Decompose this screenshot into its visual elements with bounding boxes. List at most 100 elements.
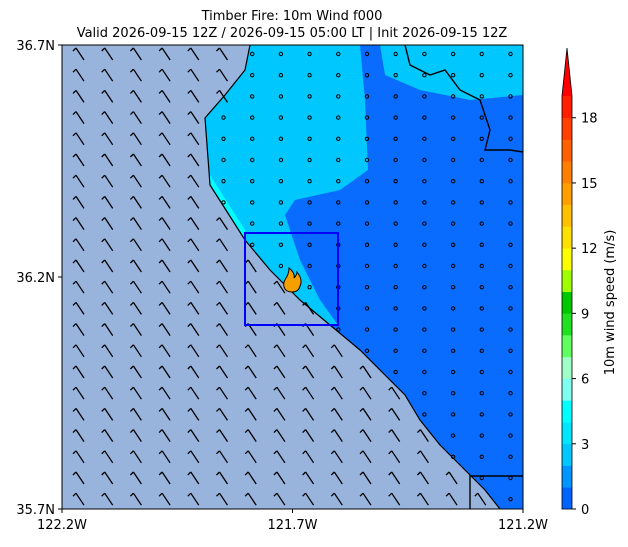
- wind-barb: [302, 407, 315, 421]
- wind-barb: [129, 450, 142, 464]
- calm-marker: [508, 412, 513, 417]
- calm-marker: [221, 115, 226, 120]
- map-area: [62, 45, 523, 509]
- wind-barb: [72, 153, 85, 167]
- calm-marker: [278, 51, 284, 57]
- colorbar-tick-label: 6: [581, 373, 589, 388]
- wind-barb: [129, 280, 142, 294]
- wind-barb: [101, 47, 114, 61]
- wind-barb: [129, 47, 142, 61]
- wind-barb: [216, 47, 229, 61]
- wind-barb: [416, 450, 429, 464]
- wind-barb: [359, 429, 372, 442]
- wind-barb: [129, 111, 142, 124]
- wind-barb: [187, 111, 200, 124]
- colorbar-band: [562, 248, 572, 271]
- wind-barb: [216, 344, 229, 358]
- wind-barb: [359, 450, 372, 464]
- calm-marker: [393, 136, 398, 142]
- calm-marker: [479, 157, 484, 163]
- wind-barb: [101, 344, 114, 358]
- wind-barb: [72, 450, 85, 464]
- wind-barb: [158, 301, 171, 315]
- calm-marker: [422, 157, 427, 163]
- wind-barb: [72, 344, 85, 358]
- calm-marker: [250, 221, 255, 226]
- calm-marker: [364, 348, 370, 353]
- wind-barb: [72, 301, 85, 315]
- calm-marker: [307, 157, 312, 163]
- colorbar-tick-label: 18: [581, 112, 598, 127]
- wind-barb: [101, 492, 114, 506]
- wind-barb: [129, 365, 142, 379]
- wind-barb: [101, 386, 114, 400]
- wind-barb: [101, 174, 114, 188]
- calm-marker: [508, 94, 513, 99]
- calm-marker: [450, 306, 456, 311]
- calm-marker: [508, 200, 513, 205]
- wind-barb: [187, 217, 200, 230]
- calm-marker: [393, 327, 398, 332]
- calm-marker: [508, 285, 513, 290]
- calm-marker: [393, 285, 398, 290]
- calm-marker: [250, 200, 255, 205]
- wind-barb: [101, 429, 114, 442]
- calm-marker: [450, 136, 456, 142]
- wind-barb: [129, 217, 142, 230]
- wind-barb: [72, 111, 85, 124]
- wind-barb: [273, 344, 286, 358]
- wind-barb: [359, 492, 372, 506]
- wind-barb: [72, 174, 85, 188]
- colorbar-band: [562, 96, 572, 119]
- calm-marker: [364, 157, 370, 163]
- colorbar-band: [562, 161, 572, 184]
- calm-marker: [393, 200, 398, 205]
- calm-marker: [336, 179, 341, 184]
- calm-marker: [278, 73, 284, 78]
- calm-marker: [307, 136, 312, 142]
- calm-marker: [336, 200, 341, 205]
- wind-barb: [445, 471, 458, 485]
- wind-barb: [129, 68, 142, 82]
- wind-barb: [359, 386, 372, 400]
- calm-marker: [307, 94, 312, 99]
- wind-barb: [273, 280, 286, 294]
- calm-marker: [364, 263, 370, 269]
- colorbar-band: [562, 204, 572, 227]
- calm-marker: [508, 157, 513, 163]
- colorbar: 0 3 6 9 12 15 18 10m wind speed (m/s): [561, 47, 618, 518]
- wind-barb: [302, 301, 315, 315]
- wind-barb: [129, 492, 142, 506]
- calm-marker: [450, 242, 456, 248]
- calm-marker: [221, 136, 226, 142]
- wind-barb: [101, 407, 114, 421]
- calm-marker: [307, 115, 312, 120]
- calm-marker: [393, 51, 398, 57]
- calm-marker: [307, 200, 312, 205]
- calm-marker: [479, 263, 484, 269]
- colorbar-band: [562, 139, 572, 162]
- calm-marker: [422, 327, 427, 332]
- calm-marker: [250, 94, 255, 99]
- wind-barb: [244, 492, 257, 506]
- calm-marker: [364, 115, 370, 120]
- wind-barb: [187, 153, 200, 167]
- calm-marker: [422, 136, 427, 142]
- calm-marker: [450, 115, 456, 120]
- calm-marker: [336, 221, 341, 226]
- calm-marker: [450, 157, 456, 163]
- calm-marker: [450, 51, 456, 57]
- wind-barb: [187, 195, 200, 209]
- wind-barb: [129, 259, 142, 273]
- calm-marker: [479, 475, 484, 481]
- wind-barb: [72, 195, 85, 209]
- county-line: [404, 45, 523, 153]
- wind-barb: [158, 429, 171, 442]
- wind-barb: [330, 365, 343, 379]
- wind-barb: [187, 323, 200, 336]
- wind-barb: [72, 323, 85, 336]
- calm-marker: [479, 136, 484, 142]
- wind-barb: [101, 89, 114, 103]
- wind-barb: [273, 386, 286, 400]
- wind-barb: [187, 68, 200, 82]
